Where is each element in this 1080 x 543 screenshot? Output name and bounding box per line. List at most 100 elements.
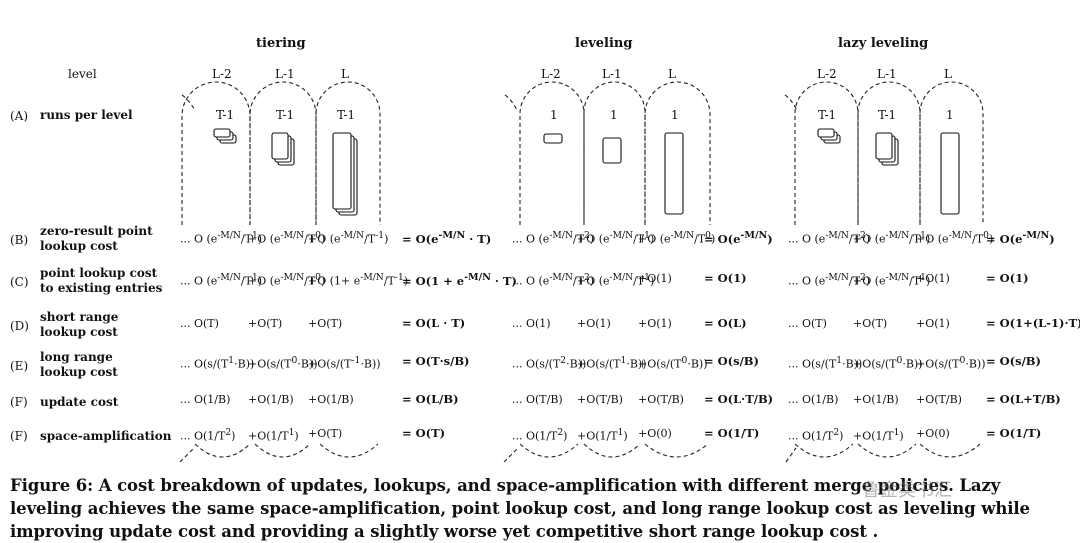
figure-caption: Figure 6: A cost breakdown of updates, l…	[10, 476, 1030, 541]
level-arch	[794, 81, 859, 225]
cost-total: = O(1)	[986, 271, 1029, 285]
level-arch	[315, 81, 381, 225]
level-name: L-1	[602, 67, 622, 81]
run-count: T-1	[818, 108, 837, 122]
cost-term: +O(1)	[916, 272, 950, 285]
cost-term: ... O (e-M/N/T1)	[180, 272, 263, 288]
row-name: long range lookup cost	[40, 350, 118, 379]
row-id: (D)	[10, 319, 29, 333]
level-arch	[644, 81, 711, 225]
cost-term: +O(s/(T0·B))	[853, 355, 923, 371]
row-name: point lookup cost to existing entries	[40, 266, 163, 295]
cost-term: +O (e-M/N/T1)	[853, 272, 931, 288]
run-box	[664, 132, 684, 215]
level-arch	[785, 447, 797, 463]
level-arch	[319, 443, 379, 458]
cost-total: = O(L)	[704, 316, 747, 330]
cost-term: ... O(s/(T1·B))	[788, 355, 863, 371]
level-arch	[583, 443, 641, 458]
level-arch	[503, 447, 519, 463]
level-arch	[784, 94, 798, 111]
cost-term: ... O(s/(T1·B))	[180, 355, 255, 371]
cost-term: +O(1)	[916, 317, 950, 330]
level-arch	[504, 94, 518, 111]
row-id: (F)	[10, 395, 28, 409]
cost-breakdown-figure	[179, 81, 984, 463]
policy-header-lazy-leveling: lazy leveling	[838, 36, 929, 51]
cost-term: ... O(1/T2)	[180, 427, 236, 443]
run-box	[940, 132, 960, 215]
watermark-text: 鲁金类书汇	[862, 480, 952, 501]
row-id: (B)	[10, 233, 29, 247]
cost-total: = O(1)	[704, 271, 747, 285]
cost-term: +O (e-M/N/T1)	[853, 230, 931, 246]
level-name: L-2	[541, 67, 561, 81]
cost-total: = O(1 + e-M/N · T)	[402, 272, 517, 288]
level-name: L-2	[817, 67, 837, 81]
run-count: T-1	[276, 108, 295, 122]
run-box	[332, 132, 352, 210]
level-arch	[857, 81, 921, 225]
cost-total: = O(L/B)	[402, 392, 459, 406]
level-name: L	[668, 67, 676, 81]
run-box	[213, 128, 231, 138]
cost-term: ... O(T)	[180, 317, 219, 330]
cost-term: +O(T)	[308, 427, 343, 440]
cost-term: +O (e-M/N/T1)	[577, 272, 655, 288]
row-name: update cost	[40, 395, 119, 409]
cost-term: ... O(1/T2)	[512, 427, 568, 443]
cost-term: ... O (e-M/N/T2)	[788, 230, 871, 246]
row-id: (F)	[10, 429, 28, 443]
cost-term: +O(T/B)	[916, 393, 962, 406]
level-arch	[919, 81, 984, 225]
level-arch	[179, 447, 195, 463]
cost-term: +O(s/(T0·B))	[916, 355, 986, 371]
cost-total: = O(T)	[402, 426, 446, 440]
run-count: T-1	[878, 108, 897, 122]
cost-term: +O(1)	[638, 272, 672, 285]
run-count: 1	[610, 108, 618, 122]
cost-total: = O(s/B)	[986, 354, 1041, 368]
cost-term: +O(T/B)	[577, 393, 623, 406]
run-box	[875, 132, 893, 160]
cost-term: ... O(s/(T2·B))	[512, 355, 587, 371]
run-box	[817, 128, 835, 138]
cost-term: ... O (e-M/N/T2)	[788, 272, 871, 288]
cost-term: +O(1)	[638, 317, 672, 330]
cost-term: +O(T/B)	[638, 393, 684, 406]
cost-total: = O(L · T)	[402, 316, 466, 330]
cost-term: ... O(1/T2)	[788, 427, 844, 443]
cost-term: +O(T)	[308, 317, 343, 330]
cost-term: +O (e-M/N/T0)	[248, 230, 326, 246]
level-name: L-1	[275, 67, 295, 81]
cost-term: ... O (e-M/N/T2)	[512, 230, 595, 246]
cost-term: +O(1/T1)	[248, 427, 299, 443]
level-name: L-2	[212, 67, 232, 81]
row-id: (C)	[10, 275, 29, 289]
cost-term: +O(1/B)	[248, 393, 294, 406]
level-arch	[194, 443, 251, 458]
cost-term: +O(1/T1)	[853, 427, 904, 443]
cost-term: +O(T)	[853, 317, 888, 330]
cost-term: +O (e-M/N/T1)	[577, 230, 655, 246]
cost-total: = O(1/T)	[986, 426, 1042, 440]
level-arch	[519, 443, 579, 458]
run-count: T-1	[337, 108, 356, 122]
row-name: runs per level	[40, 108, 133, 122]
run-count: T-1	[216, 108, 235, 122]
cost-total: = O(L·T/B)	[704, 392, 774, 406]
cost-total: = O(s/B)	[704, 354, 759, 368]
cost-total: = O(L+T/B)	[986, 392, 1061, 406]
cost-term: +O (e-M/N/T-1)	[308, 230, 389, 246]
cost-term: +O(s/(T0·B))	[248, 355, 318, 371]
cost-term: +O(1/T1)	[577, 427, 628, 443]
row-name: short range lookup cost	[40, 310, 119, 339]
cost-term: ... O(1/B)	[180, 393, 231, 406]
cost-term: +O(s/(T-1·B))	[308, 355, 381, 371]
run-box	[543, 133, 563, 144]
row-name: space-amplification	[40, 429, 172, 443]
level-arch	[249, 81, 317, 225]
cost-term: +O(0)	[916, 427, 950, 440]
cost-total: = O(1+(L-1)·T)	[986, 316, 1080, 330]
level-name: L	[944, 67, 952, 81]
